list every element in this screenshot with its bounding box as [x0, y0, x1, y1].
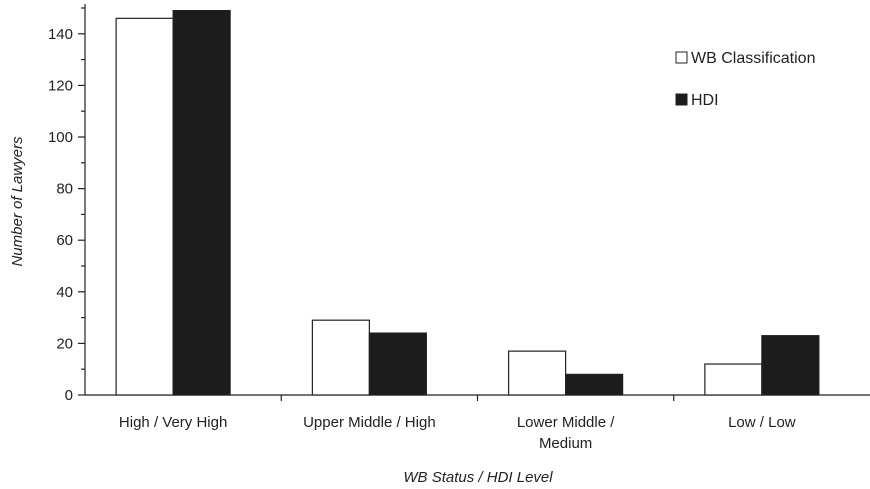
bar-hdi: [761, 335, 820, 396]
legend-label: HDI: [691, 92, 719, 109]
y-axis-title: Number of Lawyers: [9, 136, 26, 267]
y-tick-label: 120: [48, 77, 73, 94]
legend-swatch: [675, 93, 688, 106]
x-tick-label: Upper Middle / High: [303, 414, 436, 431]
y-tick-label: 100: [48, 129, 73, 146]
legend-label: WB Classification: [691, 50, 815, 67]
x-tick-label: Lower Middle /: [517, 414, 615, 431]
y-tick-label: 40: [56, 284, 73, 301]
y-tick-label: 60: [56, 232, 73, 249]
bar-wb-classification: [115, 17, 174, 396]
x-axis-title: WB Status / HDI Level: [403, 469, 553, 486]
y-tick-label: 140: [48, 26, 73, 43]
y-axis: 0 20 40 60 80 100 120 140: [48, 4, 86, 404]
y-tick-label: 80: [56, 181, 73, 198]
bar-hdi: [172, 9, 231, 396]
bar-wb-classification: [508, 350, 567, 396]
legend: WB Classification HDI: [675, 50, 815, 109]
y-tick-label: 20: [56, 335, 73, 352]
bar-hdi: [565, 373, 624, 396]
x-tick-label: High / Very High: [119, 414, 227, 431]
x-axis: High / Very High Upper Middle / High Lower…: [85, 394, 870, 452]
bar-wb-classification: [704, 363, 763, 396]
x-tick-label: Low / Low: [728, 414, 796, 431]
x-tick-label: Medium: [539, 435, 592, 452]
bar-wb-classification: [311, 319, 370, 396]
bar-hdi: [368, 332, 427, 396]
y-tick-label: 0: [65, 387, 73, 404]
bars: [115, 9, 820, 396]
legend-swatch: [675, 51, 688, 64]
